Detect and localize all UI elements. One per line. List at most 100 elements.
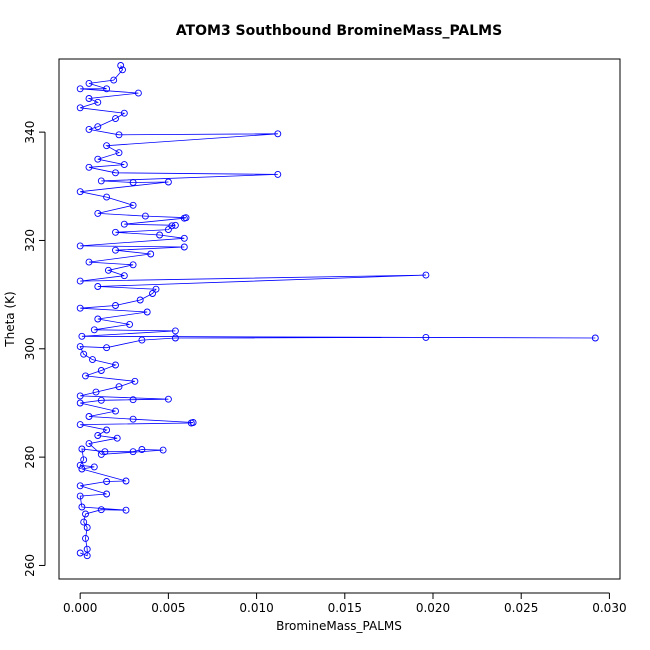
data-point	[103, 193, 111, 201]
data-point	[122, 477, 130, 485]
data-point	[115, 131, 123, 139]
data-point	[103, 344, 111, 352]
data-point	[138, 446, 146, 453]
data-point	[76, 461, 84, 469]
data-point	[85, 413, 93, 420]
data-point	[112, 361, 119, 369]
data-point	[180, 243, 188, 251]
data-point	[159, 446, 167, 454]
data-point	[94, 155, 102, 163]
data-point	[94, 209, 102, 217]
data-point	[97, 367, 105, 374]
data-point	[97, 177, 105, 185]
x-axis: 0.000 0.005 0.010 0.015 0.020 0.025 0.030	[63, 592, 627, 615]
data-point	[92, 388, 100, 396]
data-point	[129, 448, 137, 456]
data-point	[122, 506, 130, 514]
data-point	[80, 350, 88, 358]
data-point	[83, 552, 91, 560]
data-point	[103, 85, 111, 93]
series-layer	[76, 62, 599, 560]
data-point	[129, 179, 137, 186]
data-point	[103, 142, 111, 150]
data-point	[189, 419, 197, 426]
x-tick-label: 0.015	[328, 601, 362, 615]
data-point	[422, 271, 430, 279]
data-point	[76, 104, 84, 112]
y-tick-label: 300	[23, 337, 37, 360]
data-point	[85, 125, 93, 133]
data-point	[136, 296, 144, 304]
data-point	[76, 549, 84, 557]
chart-title: ATOM3 Southbound BromineMass_PALMS	[176, 23, 502, 39]
data-point	[94, 315, 102, 323]
y-tick-label: 320	[23, 229, 37, 252]
data-point	[76, 242, 84, 250]
data-point	[90, 463, 98, 471]
data-point	[171, 327, 179, 335]
data-point	[115, 383, 123, 391]
data-point	[82, 510, 89, 518]
data-point	[422, 333, 430, 341]
data-point	[164, 395, 172, 403]
data-point	[129, 415, 137, 423]
data-point	[129, 201, 137, 209]
data-point	[112, 407, 119, 415]
y-tick-label: 260	[23, 554, 37, 577]
data-point	[134, 89, 142, 97]
data-point	[78, 503, 86, 511]
data-point	[112, 302, 119, 309]
data-point	[274, 130, 282, 138]
data-point	[149, 290, 156, 297]
data-point	[164, 226, 172, 234]
data-point	[89, 356, 96, 364]
data-point	[83, 545, 91, 553]
data-point	[103, 490, 111, 498]
data-point	[129, 396, 137, 404]
data-point	[113, 434, 121, 442]
data-point	[76, 492, 84, 500]
data-point	[90, 326, 98, 334]
data-point	[85, 163, 93, 171]
data-point	[180, 234, 188, 242]
y-tick-label: 280	[23, 446, 37, 469]
data-point	[85, 95, 93, 102]
x-tick-label: 0.025	[504, 601, 538, 615]
data-point	[78, 445, 86, 453]
data-point	[138, 336, 146, 344]
data-point	[76, 399, 84, 407]
data-point	[112, 228, 119, 236]
data-point	[147, 250, 155, 258]
data-point	[120, 272, 128, 280]
data-point	[103, 426, 111, 434]
data-point	[115, 149, 123, 157]
x-tick-label: 0.030	[592, 601, 626, 615]
data-point	[141, 212, 149, 220]
data-point	[120, 161, 128, 169]
data-point	[104, 266, 112, 274]
x-tick-label: 0.010	[239, 601, 273, 615]
data-point	[94, 432, 102, 439]
data-point	[112, 169, 119, 177]
data-point	[117, 62, 125, 69]
data-point	[94, 123, 102, 131]
data-point	[164, 178, 172, 186]
y-axis-label: Theta (K)	[3, 291, 17, 347]
data-point	[82, 372, 89, 380]
x-tick-label: 0.000	[63, 601, 97, 615]
x-axis-label: BromineMass_PALMS	[276, 619, 402, 633]
data-point	[112, 246, 119, 254]
data-point	[120, 109, 128, 117]
data-point	[80, 456, 88, 464]
data-point	[110, 76, 118, 84]
data-point	[76, 85, 84, 93]
data-point	[129, 261, 137, 269]
data-point	[143, 308, 151, 316]
data-point	[120, 220, 128, 228]
data-point	[156, 231, 164, 239]
plot-frame	[58, 58, 621, 580]
data-point	[103, 478, 111, 485]
y-tick-label: 340	[23, 121, 37, 144]
data-point	[274, 170, 282, 178]
